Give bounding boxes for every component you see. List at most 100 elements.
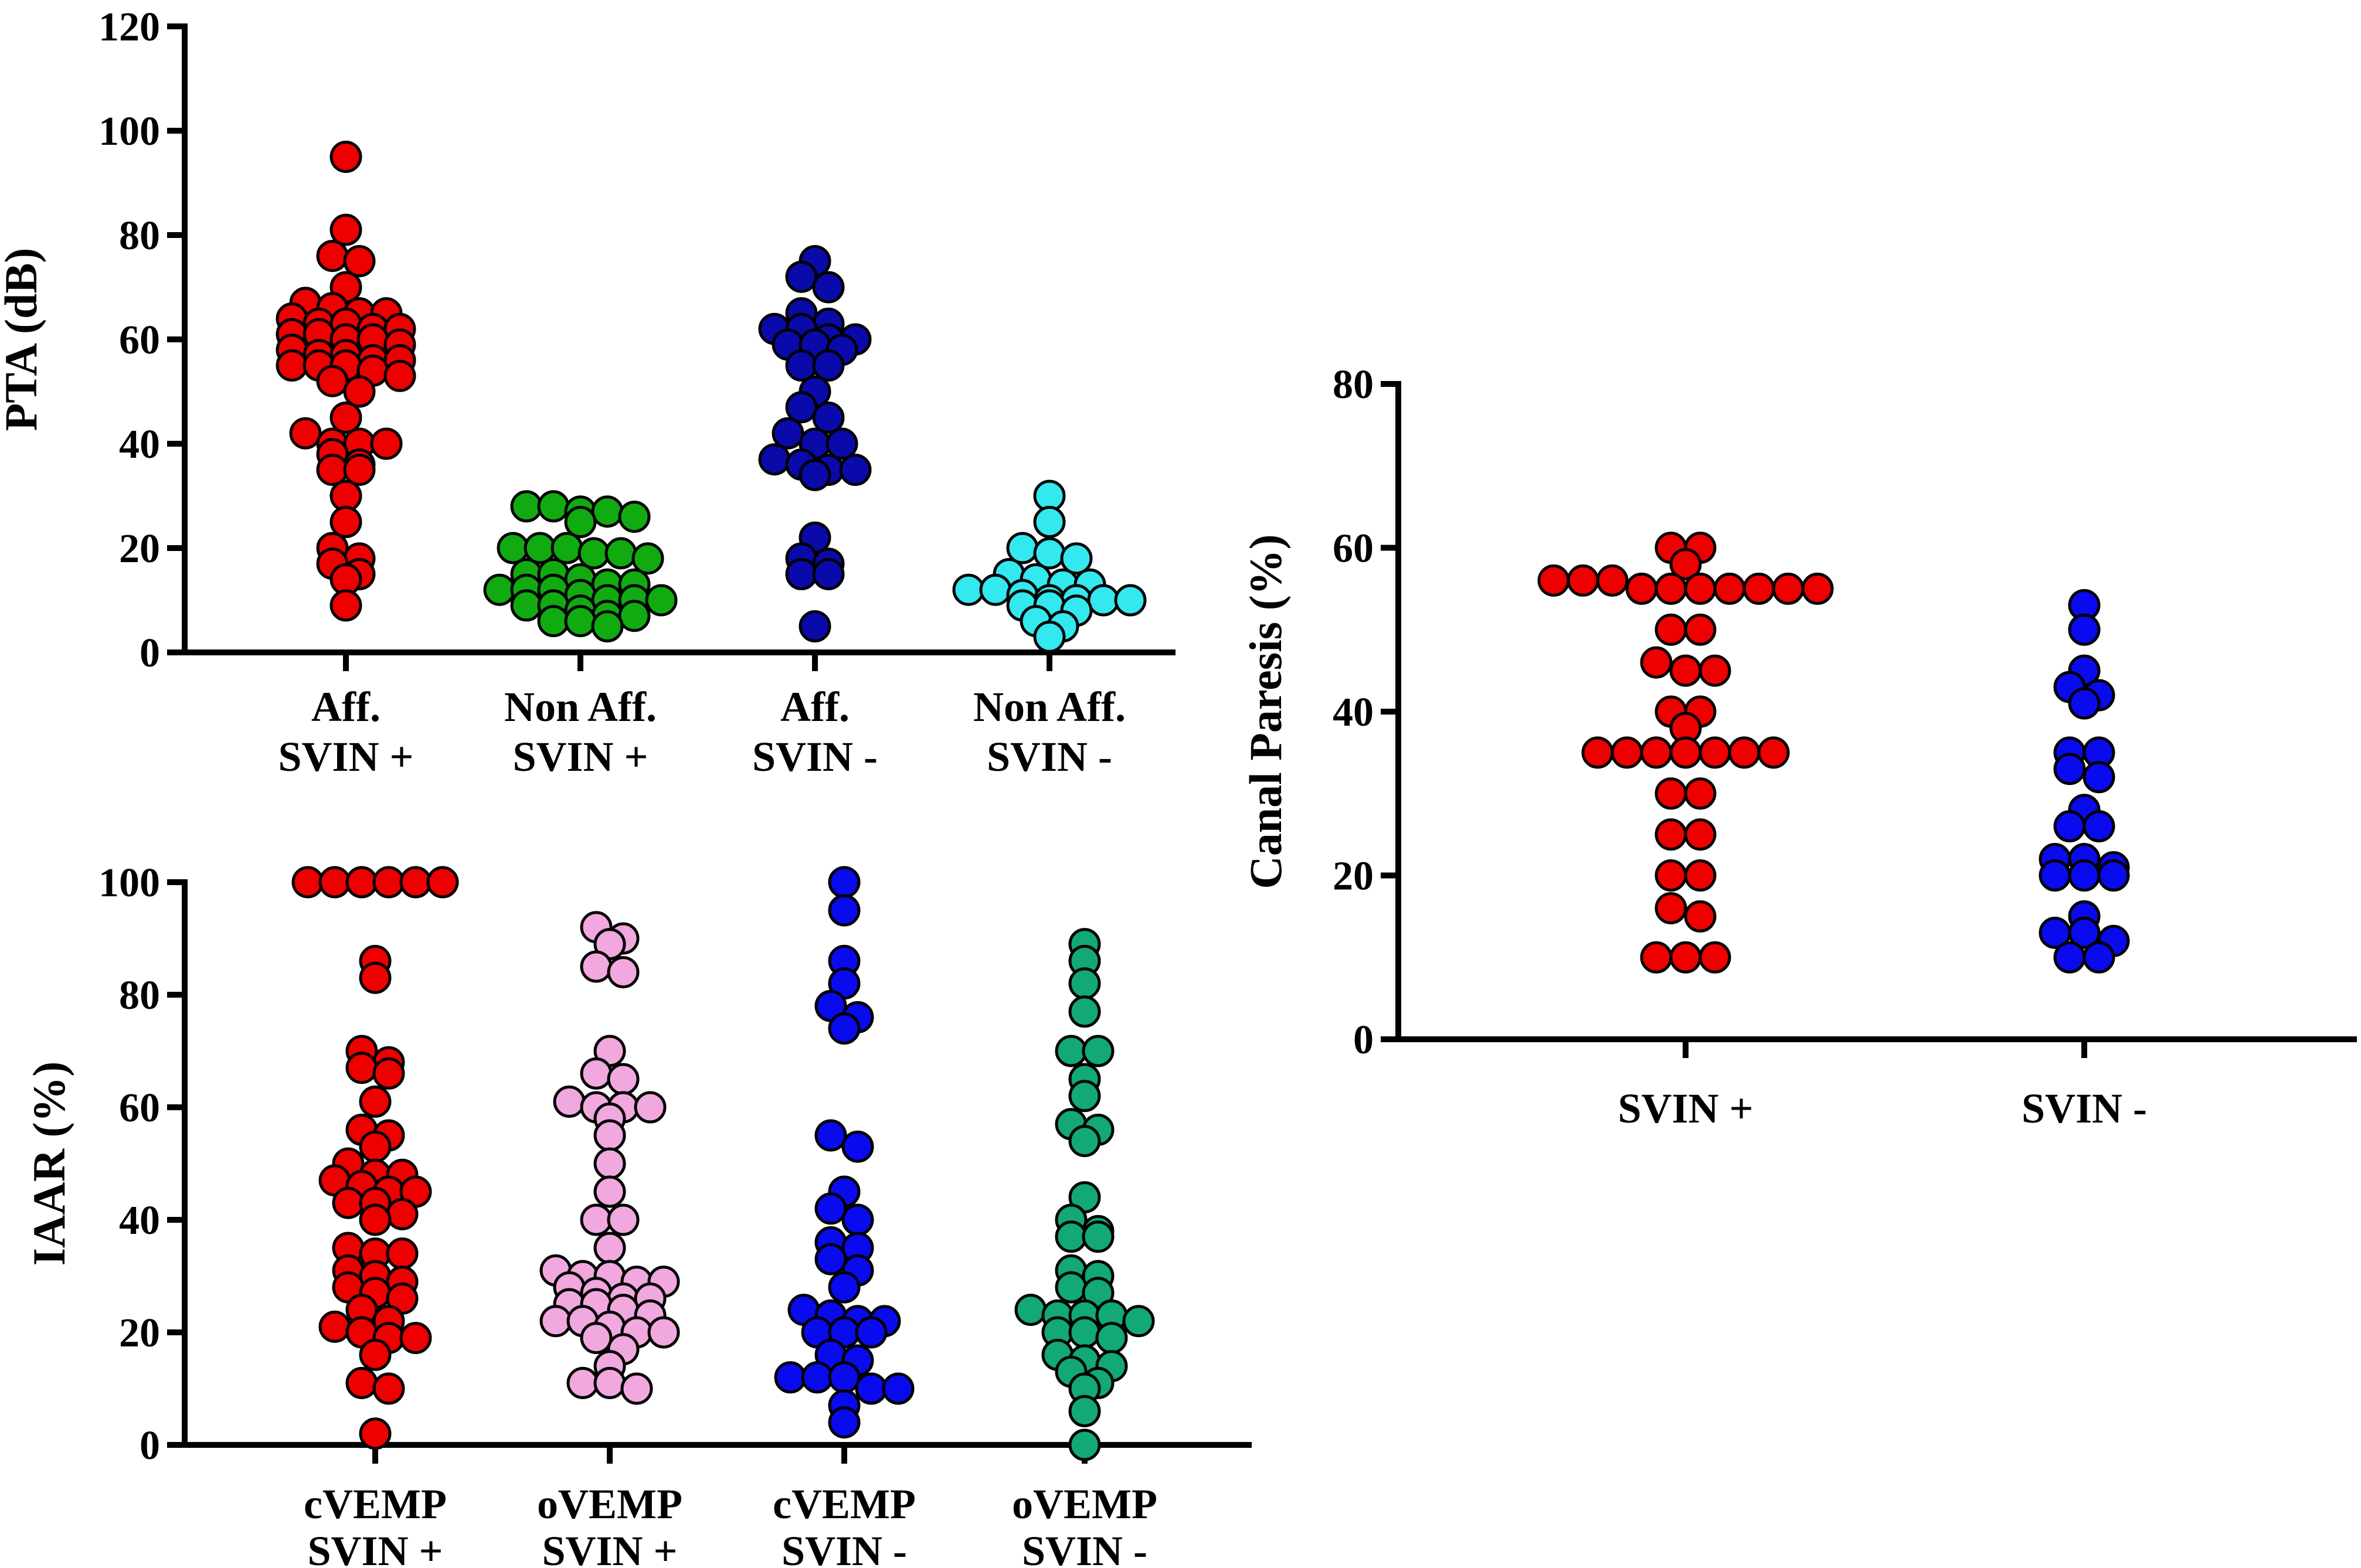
data-point	[539, 1305, 572, 1338]
data-point	[814, 1119, 847, 1152]
data-point	[979, 573, 1012, 606]
data-point	[1087, 584, 1120, 617]
data-point	[799, 458, 831, 491]
data-point	[1068, 1125, 1101, 1158]
data-point	[1698, 654, 1731, 687]
data-point	[564, 605, 597, 638]
data-point	[882, 1372, 915, 1405]
y-tick-label: 20	[1333, 854, 1374, 899]
data-point	[1655, 892, 1687, 924]
data-point	[593, 1119, 626, 1152]
data-point	[2068, 613, 2101, 646]
data-point	[2039, 859, 2071, 892]
data-point	[1698, 941, 1731, 974]
data-point	[1669, 736, 1702, 769]
data-point	[828, 1271, 861, 1304]
data-point	[316, 240, 349, 273]
data-point	[2083, 941, 2115, 974]
data-point	[1068, 1316, 1101, 1349]
data-point	[329, 141, 362, 173]
y-tick-label: 80	[119, 213, 160, 259]
data-point	[631, 542, 664, 575]
data-point	[593, 1366, 626, 1399]
data-point	[359, 961, 392, 994]
data-point	[343, 375, 376, 408]
data-point	[1655, 613, 1687, 646]
x-category-label-line2: SVIN -	[1022, 1528, 1147, 1568]
data-point	[1684, 900, 1717, 933]
data-point	[604, 537, 637, 570]
data-point	[386, 1237, 419, 1270]
data-point	[1611, 736, 1643, 769]
data-point	[2053, 941, 2086, 974]
x-category-label: Aff.	[311, 683, 381, 730]
data-point	[591, 610, 624, 642]
data-point	[343, 454, 376, 486]
data-point	[1082, 1220, 1115, 1253]
data-point	[1122, 1305, 1155, 1338]
data-point	[1684, 613, 1717, 646]
x-category-label-line2: SVIN +	[542, 1528, 677, 1568]
data-point	[345, 866, 378, 899]
data-point	[370, 427, 403, 460]
data-point	[812, 349, 845, 382]
data-point	[758, 443, 791, 476]
data-point	[343, 245, 376, 277]
data-point	[580, 1057, 613, 1090]
data-point	[841, 1203, 874, 1236]
x-category-label-line2: SVIN +	[512, 733, 648, 780]
data-point	[645, 584, 678, 617]
data-point	[2068, 687, 2101, 720]
y-tick-label: 100	[98, 860, 160, 906]
data-point	[399, 866, 432, 899]
x-category-label: Non Aff.	[504, 683, 657, 730]
data-point	[952, 573, 985, 606]
data-point	[2053, 810, 2086, 843]
x-category-label: oVEMP	[1012, 1481, 1157, 1528]
x-category-label-line2: SVIN -	[987, 733, 1112, 780]
data-point	[372, 866, 405, 899]
data-point	[1055, 1220, 1088, 1253]
data-point	[577, 537, 610, 570]
canal-paresis-panel: 0 20 40 60 80 Canal Paresis (%) SVIN + SVIN -	[1240, 362, 2357, 1132]
y-tick-label: 40	[119, 1198, 160, 1243]
data-point	[386, 1198, 419, 1230]
data-point	[316, 454, 349, 486]
data-point	[825, 427, 858, 460]
data-point	[345, 1052, 378, 1084]
data-point	[1640, 736, 1673, 769]
y-tick-label: 0	[1353, 1018, 1374, 1063]
data-point	[1055, 1271, 1088, 1304]
data-point	[537, 605, 570, 638]
data-point	[483, 573, 516, 606]
data-point	[276, 349, 308, 382]
data-point	[593, 1175, 626, 1208]
data-point	[1625, 572, 1658, 605]
data-point	[426, 866, 459, 899]
x-category-label-line2: SVIN +	[307, 1528, 443, 1568]
y-tick-label: 60	[1333, 526, 1374, 572]
data-point	[785, 349, 818, 382]
data-point	[2068, 916, 2101, 949]
x-category-label-line2: SVIN -	[752, 733, 878, 780]
data-point	[1068, 967, 1101, 1000]
data-point	[814, 1192, 847, 1225]
data-point	[828, 866, 861, 899]
data-point	[580, 950, 613, 983]
x-category-label: Aff.	[780, 683, 850, 730]
data-point	[1655, 859, 1687, 892]
data-point	[580, 1322, 613, 1355]
data-point	[359, 1130, 392, 1163]
data-point	[291, 866, 324, 899]
y-tick-label: 100	[98, 109, 160, 154]
data-point	[580, 1203, 613, 1236]
data-point	[329, 506, 362, 538]
data-point	[593, 1147, 626, 1180]
data-point	[318, 1310, 351, 1343]
data-point	[372, 1057, 405, 1090]
data-point	[510, 490, 543, 523]
data-point	[828, 1406, 861, 1439]
data-point	[1068, 1080, 1101, 1113]
